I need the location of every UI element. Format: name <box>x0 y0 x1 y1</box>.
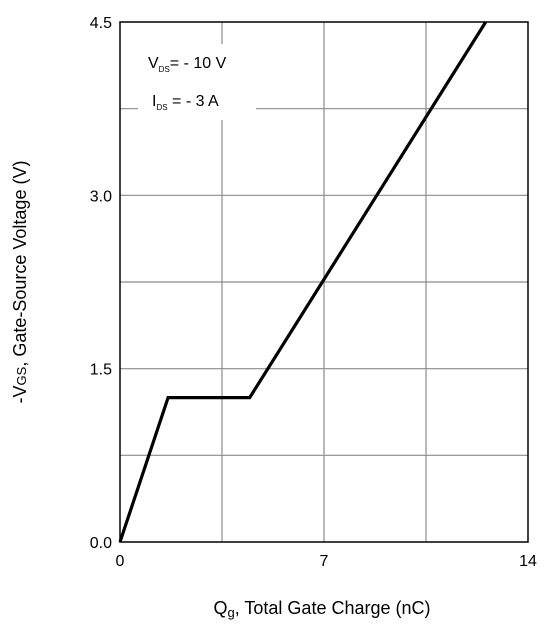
y-tick-label: 0.0 <box>90 535 112 552</box>
annotation-ids: IDS = - 3 A <box>152 93 219 112</box>
y-tick-label: 1.5 <box>90 362 112 379</box>
series-layer <box>118 21 488 543</box>
plot-area-frame <box>119 21 529 543</box>
x-tick-label: 7 <box>320 553 329 570</box>
y-axis-label: -VGS, Gate-Source Voltage (V) <box>10 161 30 404</box>
series-line <box>118 21 488 543</box>
y-tick-label: 3.0 <box>90 188 112 205</box>
annotation-background <box>138 44 256 120</box>
annotation-vds: VDS= - 10 V <box>148 55 227 74</box>
x-axis-ticks: 0 7 14 <box>116 553 537 570</box>
y-tick-label: 4.5 <box>90 15 112 32</box>
x-axis-label: Qg, Total Gate Charge (nC) <box>213 598 430 620</box>
y-axis-ticks: 0.0 1.5 3.0 4.5 <box>90 15 112 552</box>
x-tick-label: 14 <box>519 553 537 570</box>
x-tick-label: 0 <box>116 553 125 570</box>
